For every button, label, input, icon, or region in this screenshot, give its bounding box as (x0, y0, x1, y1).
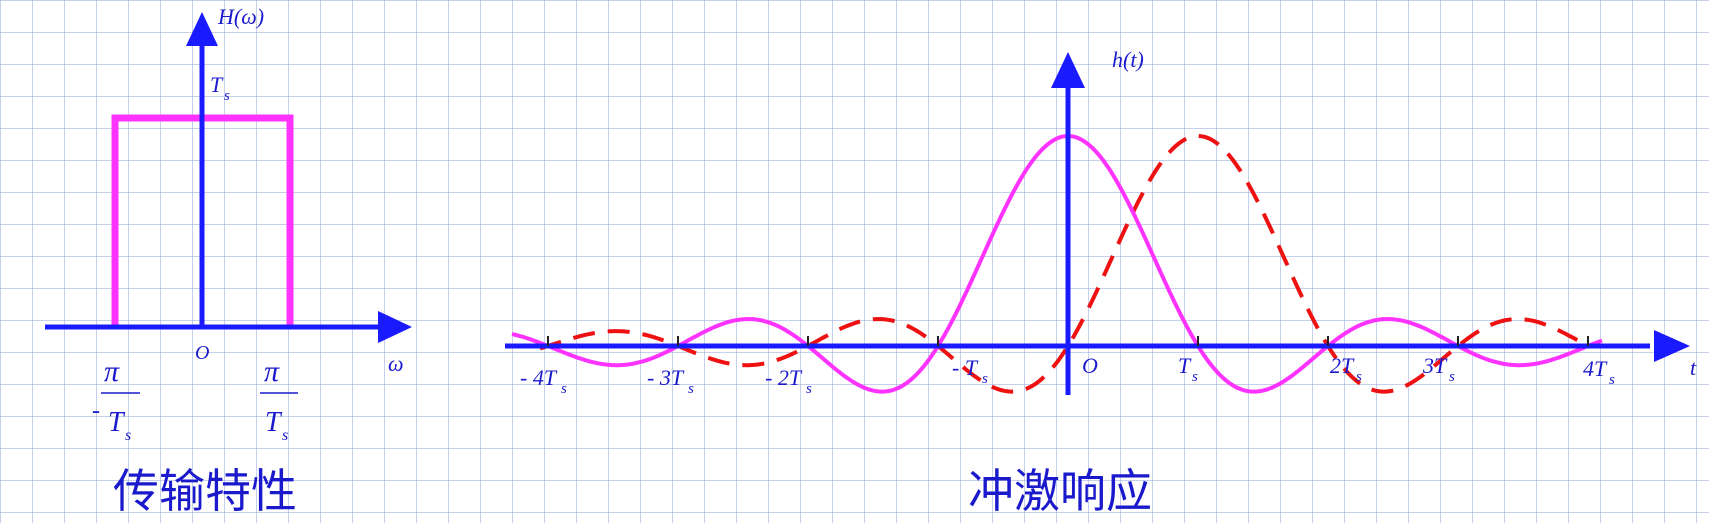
svg-text:-: - (92, 398, 100, 424)
tick-label-pos2: 2T s (1330, 353, 1362, 385)
time-x-axis-arrow (1654, 330, 1690, 362)
tick-label-neg1: - T s (952, 355, 988, 387)
freq-origin-label: O (195, 342, 209, 364)
impulse-response-panel: h(t) O t - 4T s - 3T s - 2T s - T s T s … (505, 47, 1697, 518)
sinc-solid-curve (511, 133, 1603, 394)
tick-label-neg2: - 2T s (765, 365, 812, 397)
amplitude-subscript: s (224, 88, 230, 104)
svg-text:4T: 4T (1583, 356, 1608, 381)
svg-text:s: s (806, 381, 812, 397)
time-axis-label: h(t) (1112, 47, 1144, 72)
svg-text:s: s (561, 381, 567, 397)
svg-text:T: T (265, 407, 283, 438)
svg-text:s: s (1609, 372, 1615, 388)
tick-label-neg4: - 4T s (520, 365, 567, 397)
svg-text:- 4T: - 4T (520, 365, 558, 390)
svg-text:π: π (104, 355, 120, 388)
svg-text:s: s (1356, 369, 1362, 385)
freq-x-axis-arrow (378, 311, 412, 343)
time-ticks (547, 336, 1589, 346)
impulse-caption: 冲激响应 (968, 464, 1152, 518)
svg-text:T: T (108, 407, 126, 438)
tick-label-neg3: - 3T s (647, 365, 694, 397)
neg-cutoff-fraction: - π T s (92, 355, 140, 444)
transfer-characteristic-panel: H(ω) T s O ω - π T s π T s 传输特性 (45, 4, 412, 518)
svg-text:π: π (264, 355, 280, 388)
svg-text:2T: 2T (1330, 353, 1355, 378)
tick-label-pos3: 3T s (1422, 353, 1455, 385)
svg-text:s: s (982, 371, 988, 387)
svg-text:- 3T: - 3T (647, 365, 685, 390)
svg-text:s: s (125, 427, 131, 444)
svg-text:- 2T: - 2T (765, 365, 803, 390)
time-origin-label: O (1082, 353, 1098, 378)
transfer-caption: 传输特性 (113, 464, 297, 518)
svg-text:- T: - T (952, 355, 979, 380)
pos-cutoff-fraction: π T s (260, 355, 298, 444)
svg-text:3T: 3T (1422, 353, 1448, 378)
time-x-axis-label: t (1690, 355, 1697, 380)
svg-text:s: s (282, 427, 288, 444)
svg-text:s: s (1192, 369, 1198, 385)
freq-y-axis-arrow (186, 12, 218, 46)
svg-text:T: T (1178, 353, 1192, 378)
amplitude-label: T (210, 72, 224, 97)
shifted-sinc-dashed-curve (539, 133, 1591, 394)
tick-label-pos1: T s (1178, 353, 1198, 385)
tick-label-pos4: 4T s (1583, 356, 1615, 388)
svg-text:s: s (1449, 369, 1455, 385)
time-y-axis-arrow (1051, 52, 1085, 88)
freq-x-axis-label: ω (388, 351, 404, 376)
freq-axis-label: H(ω) (217, 4, 264, 29)
svg-text:s: s (688, 381, 694, 397)
